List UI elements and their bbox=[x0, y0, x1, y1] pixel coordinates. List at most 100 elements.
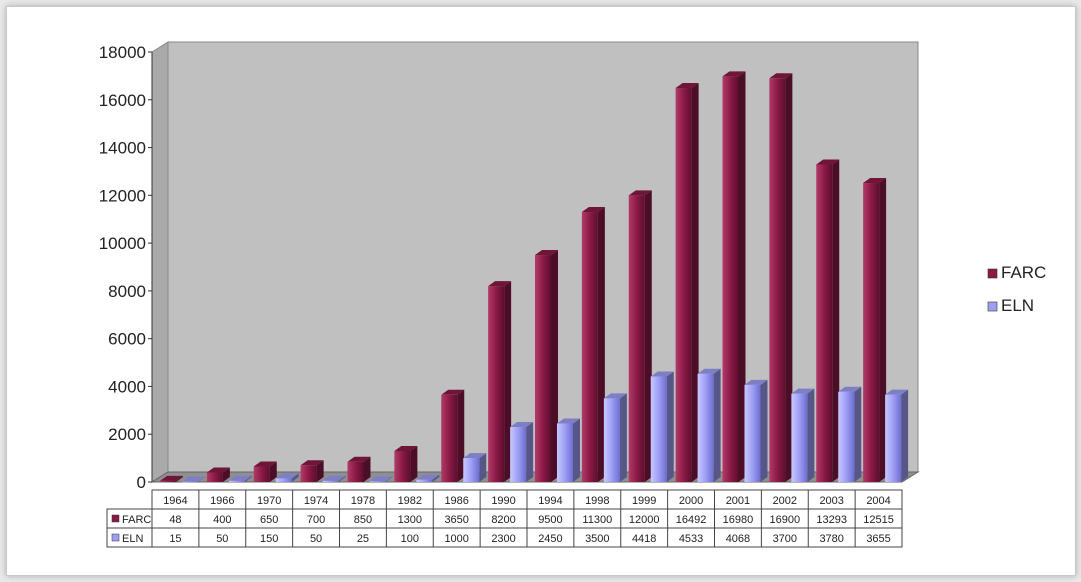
bar-side bbox=[807, 388, 815, 482]
bar-side bbox=[244, 475, 252, 482]
bar-eln-2001 bbox=[744, 379, 768, 482]
bar-front bbox=[863, 183, 880, 482]
bar-front bbox=[816, 164, 833, 482]
bar-front bbox=[838, 391, 855, 482]
x-tick-label: 1990 bbox=[491, 495, 515, 507]
y-tick-label: 2000 bbox=[108, 425, 146, 444]
table-cell-farc: 16492 bbox=[676, 514, 707, 526]
bar-top bbox=[182, 476, 205, 482]
bars bbox=[160, 71, 909, 483]
bar-eln-1982 bbox=[416, 474, 440, 482]
bar-side bbox=[479, 453, 487, 482]
bar-top bbox=[322, 475, 346, 481]
x-tick-label: 1970 bbox=[257, 495, 281, 507]
bar-top bbox=[275, 473, 299, 479]
bar-top bbox=[160, 475, 183, 481]
bar-side bbox=[385, 476, 393, 482]
bar-front bbox=[369, 481, 386, 482]
table-cell-eln: 50 bbox=[216, 533, 228, 545]
table-cell-farc: 1300 bbox=[398, 514, 422, 526]
x-tick-label: 1999 bbox=[632, 495, 656, 507]
bar-top bbox=[463, 453, 487, 459]
bar-top bbox=[557, 418, 580, 424]
bar-front bbox=[347, 461, 364, 482]
data-table: 1964 1966 1970 1974 1978 1982 1986 1990 1994 1998… bbox=[106, 489, 903, 548]
bar-front bbox=[722, 76, 739, 482]
bar-front bbox=[416, 479, 433, 482]
table-cell-farc: 16980 bbox=[723, 514, 754, 526]
bar-front bbox=[182, 481, 198, 483]
bar-eln-1998 bbox=[603, 393, 627, 482]
y-tick-label: 14000 bbox=[99, 139, 146, 158]
bar-eln-1970 bbox=[275, 473, 299, 482]
table-cell-eln: 4068 bbox=[726, 533, 750, 545]
table-series-label: ELN bbox=[122, 533, 143, 545]
bar-front bbox=[557, 423, 573, 482]
bar-front bbox=[488, 286, 505, 482]
bar-top bbox=[769, 73, 793, 79]
bar-farc-1978 bbox=[347, 456, 371, 482]
y-tick-label: 0 bbox=[137, 473, 146, 492]
bar-side bbox=[338, 475, 346, 482]
table-cell-farc: 850 bbox=[354, 514, 372, 526]
bar-front bbox=[650, 376, 667, 482]
x-tick-label: 1986 bbox=[444, 495, 468, 507]
bar-top bbox=[394, 445, 418, 451]
bar-side bbox=[597, 207, 605, 483]
bar-farc-2004 bbox=[863, 178, 887, 482]
plot-side-wall bbox=[151, 41, 169, 483]
x-tick-label: 1964 bbox=[163, 495, 187, 507]
bar-top bbox=[416, 474, 440, 480]
bar-top bbox=[488, 281, 512, 287]
bar-front bbox=[628, 195, 645, 483]
bar-front bbox=[253, 466, 270, 482]
bar-top bbox=[206, 467, 230, 473]
legend-swatch-eln bbox=[987, 301, 998, 312]
x-tick-label: 1982 bbox=[398, 495, 422, 507]
y-tick-label: 8000 bbox=[108, 282, 146, 301]
bar-side bbox=[198, 476, 205, 482]
bar-side bbox=[879, 178, 887, 482]
table-cell-farc: 700 bbox=[307, 514, 325, 526]
bar-side bbox=[760, 379, 768, 482]
table-cell-eln: 150 bbox=[260, 533, 278, 545]
bar-top bbox=[535, 250, 558, 256]
bar-farc-2001 bbox=[722, 71, 746, 482]
legend: FARC ELN bbox=[987, 263, 1046, 315]
x-tick-label: 2004 bbox=[866, 495, 890, 507]
bar-farc-1966 bbox=[206, 467, 230, 482]
y-tick-label: 10000 bbox=[99, 234, 146, 253]
bar-side bbox=[666, 371, 674, 482]
x-tick-label: 1978 bbox=[351, 495, 375, 507]
bar-front bbox=[275, 478, 292, 482]
legend-swatch-farc bbox=[987, 268, 998, 279]
table-key-farc bbox=[111, 514, 120, 523]
x-tick-label: 1994 bbox=[538, 495, 562, 507]
bar-side bbox=[269, 461, 277, 482]
bar-side bbox=[832, 159, 840, 482]
bar-farc-1990 bbox=[488, 281, 512, 482]
y-tick-label: 4000 bbox=[108, 377, 146, 396]
table-cell-eln: 50 bbox=[310, 533, 322, 545]
bar-top bbox=[838, 386, 862, 392]
bar-farc-2002 bbox=[769, 73, 793, 483]
bar-eln-1966 bbox=[228, 475, 252, 482]
bar-front bbox=[441, 394, 458, 482]
y-tick-label: 12000 bbox=[99, 186, 146, 205]
table-cell-eln: 100 bbox=[401, 533, 419, 545]
table-cell-eln: 3655 bbox=[866, 533, 890, 545]
bar-top bbox=[300, 460, 324, 466]
bar-front bbox=[228, 480, 245, 482]
bar-top bbox=[369, 476, 393, 482]
table-cell-eln: 25 bbox=[357, 533, 369, 545]
bar-side bbox=[644, 190, 652, 483]
bar-front bbox=[769, 78, 786, 483]
table-cell-eln: 4533 bbox=[679, 533, 703, 545]
table-cell-farc: 400 bbox=[213, 514, 231, 526]
bar-farc-1994 bbox=[535, 250, 558, 482]
table-cell-eln: 3500 bbox=[585, 533, 609, 545]
x-tick-label: 2002 bbox=[773, 495, 797, 507]
table-cell-farc: 9500 bbox=[538, 514, 562, 526]
table-cell-farc: 8200 bbox=[491, 514, 515, 526]
bar-front bbox=[697, 373, 714, 482]
